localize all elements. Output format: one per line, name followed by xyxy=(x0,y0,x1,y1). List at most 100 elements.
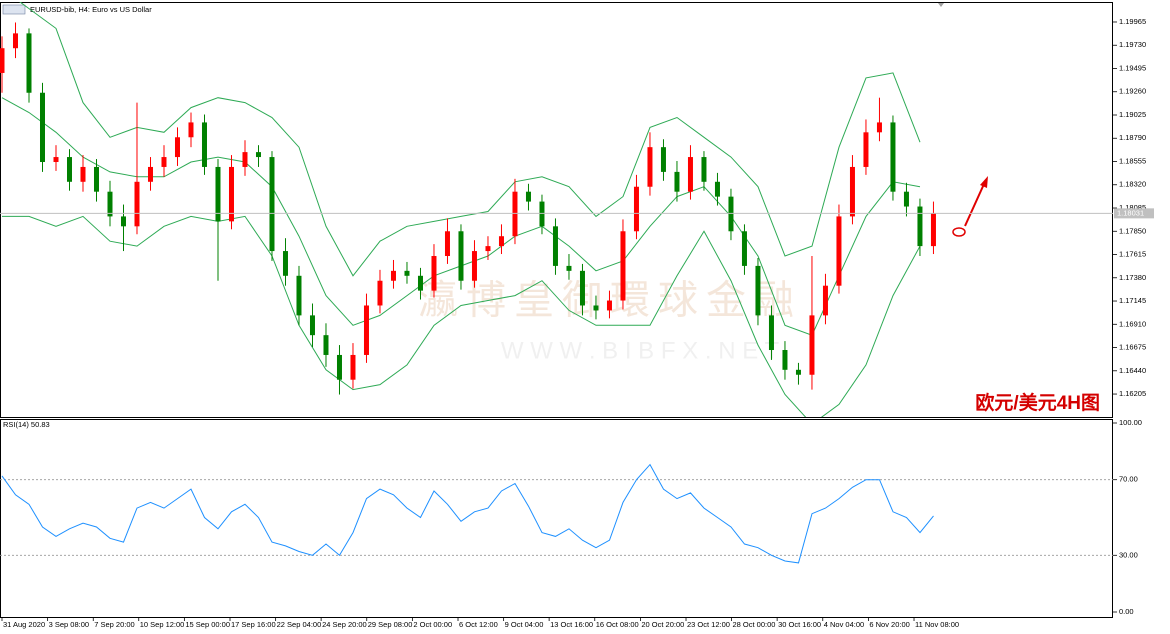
candle-body xyxy=(282,251,288,276)
x-tick-label: 6 Nov 20:00 xyxy=(869,620,909,629)
annotation-marker xyxy=(952,227,966,237)
arrow-head xyxy=(980,176,988,188)
candle-body xyxy=(215,166,221,222)
candle-body xyxy=(512,191,518,237)
x-tick-label: 23 Oct 12:00 xyxy=(687,620,730,629)
candle-body xyxy=(228,166,234,222)
candle-body xyxy=(579,270,585,306)
y-tick-label: 1.19965 xyxy=(1119,17,1146,26)
candle-body xyxy=(120,216,126,227)
watermark-url: W W W . B I B F X . N E T xyxy=(501,337,780,364)
y-tick-label: 100.00 xyxy=(1119,418,1142,427)
y-tick-label: 1.16675 xyxy=(1119,343,1146,352)
candle-body xyxy=(809,315,815,375)
candle-body xyxy=(633,186,639,232)
candle-body xyxy=(242,152,248,167)
candle-body xyxy=(836,216,842,286)
candle-body xyxy=(174,137,180,158)
candle-body xyxy=(458,231,464,281)
candle-body xyxy=(876,122,882,133)
candle-body xyxy=(296,275,302,316)
y-tick-label: 1.17615 xyxy=(1119,250,1146,259)
x-tick-label: 31 Aug 2020 xyxy=(3,620,45,629)
candle-body xyxy=(39,92,45,163)
x-tick-label: 22 Sep 04:00 xyxy=(277,620,322,629)
candle-body xyxy=(390,270,396,281)
annotation: 欧元/美元4H图 xyxy=(975,391,1100,414)
current-price-label: 1.18031 xyxy=(1117,208,1144,217)
candle-body xyxy=(363,305,369,355)
x-tick-label: 30 Oct 16:00 xyxy=(778,620,821,629)
candle-body xyxy=(161,157,167,167)
y-tick-label: 1.19025 xyxy=(1119,110,1146,119)
y-tick-label: 70.00 xyxy=(1119,475,1138,484)
candle-body xyxy=(431,256,437,291)
candle-body xyxy=(728,196,734,232)
candle-body xyxy=(417,275,423,291)
candle-body xyxy=(323,335,329,355)
candle-body xyxy=(66,157,72,182)
rsi-label: RSI(14) 50.83 xyxy=(3,420,50,429)
candle-body xyxy=(134,181,140,227)
y-tick-label: 1.18555 xyxy=(1119,156,1146,165)
candle-body xyxy=(255,152,261,158)
x-tick-label: 2 Oct 00:00 xyxy=(413,620,452,629)
x-tick-label: 24 Sep 20:00 xyxy=(322,620,367,629)
bollinger-band xyxy=(2,215,921,417)
candle-body xyxy=(660,147,666,172)
candle-body xyxy=(188,122,194,138)
x-tick-label: 10 Sep 12:00 xyxy=(140,620,185,629)
candle-body xyxy=(566,265,572,271)
x-tick-label: 16 Oct 08:00 xyxy=(596,620,639,629)
candle-body xyxy=(201,122,207,167)
candle-body xyxy=(822,285,828,316)
candles xyxy=(0,2,936,417)
y-tick-label: 1.17145 xyxy=(1119,296,1146,305)
rsi-panel xyxy=(0,419,1113,618)
symbol-icon xyxy=(2,4,26,15)
candle-body xyxy=(471,251,477,281)
candle-body xyxy=(93,166,99,192)
x-tick-label: 4 Nov 04:00 xyxy=(824,620,864,629)
x-tick-label: 13 Oct 16:00 xyxy=(550,620,593,629)
candle-body xyxy=(863,132,869,167)
x-tick-label: 29 Sep 08:00 xyxy=(368,620,413,629)
x-tick-label: 20 Oct 20:00 xyxy=(641,620,684,629)
candle-body xyxy=(309,315,315,336)
candle-body xyxy=(107,191,113,217)
watermark-text: 瀛博皇御環球金融 xyxy=(418,279,802,323)
candle-body xyxy=(606,300,612,311)
candle-body xyxy=(593,305,599,311)
candle-body xyxy=(147,166,153,182)
candle-body xyxy=(647,147,653,187)
candle-body xyxy=(498,236,504,247)
y-tick-label: 30.00 xyxy=(1119,550,1138,559)
candle-body xyxy=(485,246,491,252)
annotation-arrow xyxy=(964,183,985,227)
y-tick-label: 1.17380 xyxy=(1119,273,1146,282)
candle-body xyxy=(795,369,801,375)
y-tick-label: 1.18790 xyxy=(1119,133,1146,142)
y-tick-label: 1.16205 xyxy=(1119,389,1146,398)
candle-body xyxy=(903,191,909,207)
candle-body xyxy=(525,191,531,202)
candle-body xyxy=(0,48,5,73)
rsi-line xyxy=(1,463,934,564)
y-tick-label: 1.17850 xyxy=(1119,226,1146,235)
candle-body xyxy=(890,122,896,192)
candle-body xyxy=(917,206,923,247)
x-tick-label: 6 Oct 12:00 xyxy=(459,620,498,629)
candle-body xyxy=(849,166,855,217)
candle-body xyxy=(930,213,936,247)
current-price-box xyxy=(1114,208,1154,219)
candle-body xyxy=(714,181,720,197)
candle-body xyxy=(377,280,383,306)
candle-body xyxy=(701,157,707,182)
candle-body xyxy=(755,265,761,316)
x-tick-label: 3 Sep 08:00 xyxy=(49,620,89,629)
bollinger-band xyxy=(19,2,921,277)
candle-body xyxy=(687,157,693,192)
candle-body xyxy=(539,201,545,227)
